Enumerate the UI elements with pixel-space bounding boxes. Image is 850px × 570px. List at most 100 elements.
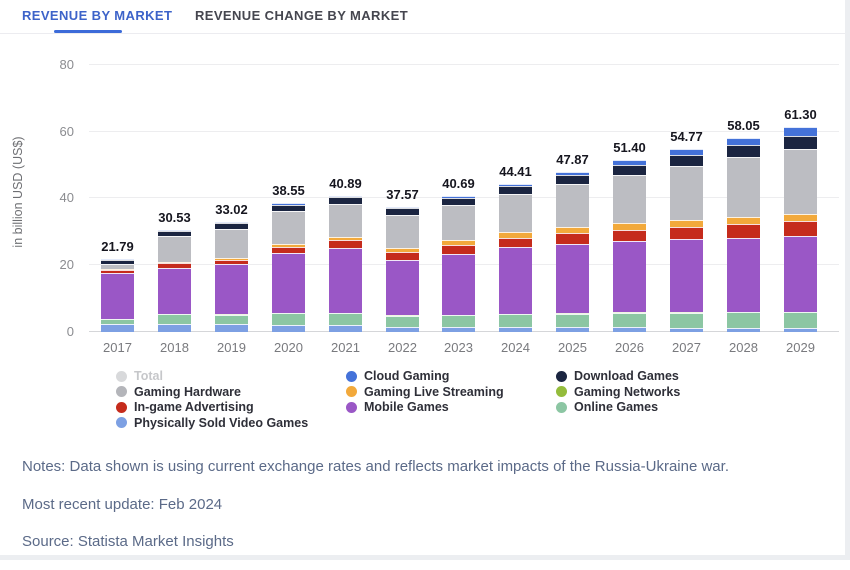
legend-item-cloud-gaming[interactable]: Cloud Gaming <box>346 369 556 384</box>
segment-2029-physically-sold-video-games[interactable] <box>784 328 817 332</box>
segment-2025-cloud-gaming[interactable] <box>556 172 589 175</box>
segment-2018-mobile-games[interactable] <box>158 268 191 314</box>
segment-2024-physically-sold-video-games[interactable] <box>499 327 532 332</box>
segment-2027-online-games[interactable] <box>670 313 703 328</box>
segment-2025-download-games[interactable] <box>556 175 589 184</box>
segment-2025-physically-sold-video-games[interactable] <box>556 327 589 332</box>
segment-2017-download-games[interactable] <box>101 260 134 264</box>
segment-2028-gaming-live-streaming[interactable] <box>727 217 760 224</box>
segment-2024-mobile-games[interactable] <box>499 247 532 314</box>
segment-2027-in-game-advertising[interactable] <box>670 227 703 239</box>
segment-2022-cloud-gaming[interactable] <box>386 207 419 208</box>
segment-2021-download-games[interactable] <box>329 197 362 204</box>
segment-2018-physically-sold-video-games[interactable] <box>158 324 191 332</box>
segment-2024-download-games[interactable] <box>499 186 532 194</box>
segment-2027-cloud-gaming[interactable] <box>670 149 703 155</box>
segment-2029-mobile-games[interactable] <box>784 236 817 312</box>
segment-2019-in-game-advertising[interactable] <box>215 260 248 264</box>
segment-2028-gaming-hardware[interactable] <box>727 157 760 217</box>
legend-item-mobile-games[interactable]: Mobile Games <box>346 400 556 415</box>
segment-2018-online-games[interactable] <box>158 314 191 324</box>
segment-2025-mobile-games[interactable] <box>556 244 589 313</box>
segment-2024-online-games[interactable] <box>499 314 532 327</box>
segment-2022-in-game-advertising[interactable] <box>386 252 419 260</box>
segment-2020-download-games[interactable] <box>272 205 305 211</box>
segment-2017-cloud-gaming[interactable] <box>101 259 134 260</box>
segment-2027-gaming-hardware[interactable] <box>670 166 703 220</box>
segment-2017-gaming-hardware[interactable] <box>101 264 134 269</box>
segment-2023-online-games[interactable] <box>442 315 475 327</box>
segment-2023-in-game-advertising[interactable] <box>442 245 475 254</box>
segment-2026-physically-sold-video-games[interactable] <box>613 327 646 332</box>
segment-2021-in-game-advertising[interactable] <box>329 240 362 248</box>
segment-2023-gaming-hardware[interactable] <box>442 205 475 240</box>
segment-2023-mobile-games[interactable] <box>442 254 475 315</box>
segment-2021-online-games[interactable] <box>329 313 362 325</box>
legend-item-total[interactable]: Total <box>116 369 346 384</box>
segment-2020-online-games[interactable] <box>272 313 305 325</box>
segment-2020-gaming-live-streaming[interactable] <box>272 244 305 247</box>
segment-2025-gaming-live-streaming[interactable] <box>556 227 589 233</box>
segment-2026-mobile-games[interactable] <box>613 241 646 312</box>
segment-2024-gaming-hardware[interactable] <box>499 194 532 232</box>
segment-2022-gaming-hardware[interactable] <box>386 215 419 248</box>
segment-2019-gaming-hardware[interactable] <box>215 229 248 258</box>
segment-2022-download-games[interactable] <box>386 208 419 215</box>
segment-2021-cloud-gaming[interactable] <box>329 196 362 197</box>
segment-2020-physically-sold-video-games[interactable] <box>272 325 305 332</box>
segment-2019-mobile-games[interactable] <box>215 264 248 314</box>
segment-2019-gaming-live-streaming[interactable] <box>215 258 248 260</box>
segment-2017-gaming-live-streaming[interactable] <box>101 269 134 270</box>
segment-2019-online-games[interactable] <box>215 315 248 324</box>
segment-2027-mobile-games[interactable] <box>670 239 703 312</box>
segment-2020-gaming-hardware[interactable] <box>272 211 305 244</box>
segment-2022-gaming-live-streaming[interactable] <box>386 248 419 252</box>
segment-2026-in-game-advertising[interactable] <box>613 230 646 241</box>
segment-2020-mobile-games[interactable] <box>272 253 305 313</box>
segment-2022-online-games[interactable] <box>386 316 419 327</box>
segment-2018-gaming-live-streaming[interactable] <box>158 262 191 263</box>
segment-2023-download-games[interactable] <box>442 198 475 205</box>
segment-2024-cloud-gaming[interactable] <box>499 184 532 186</box>
segment-2029-in-game-advertising[interactable] <box>784 221 817 236</box>
segment-2028-in-game-advertising[interactable] <box>727 224 760 238</box>
segment-2023-gaming-live-streaming[interactable] <box>442 240 475 245</box>
segment-2018-download-games[interactable] <box>158 231 191 236</box>
segment-2020-cloud-gaming[interactable] <box>272 203 305 205</box>
segment-2022-mobile-games[interactable] <box>386 260 419 315</box>
segment-2020-in-game-advertising[interactable] <box>272 247 305 253</box>
segment-2022-gaming-networks[interactable] <box>386 315 419 316</box>
segment-2024-gaming-live-streaming[interactable] <box>499 232 532 238</box>
segment-2026-cloud-gaming[interactable] <box>613 160 646 165</box>
segment-2029-cloud-gaming[interactable] <box>784 127 817 136</box>
legend-item-in-game-advertising[interactable]: In-game Advertising <box>116 400 346 415</box>
segment-2026-download-games[interactable] <box>613 165 646 175</box>
segment-2029-download-games[interactable] <box>784 136 817 149</box>
segment-2028-download-games[interactable] <box>727 145 760 157</box>
segment-2029-gaming-live-streaming[interactable] <box>784 214 817 221</box>
tab-revenue-by-market[interactable]: REVENUE BY MARKET <box>22 8 173 23</box>
segment-2023-cloud-gaming[interactable] <box>442 196 475 198</box>
segment-2019-download-games[interactable] <box>215 223 248 229</box>
segment-2021-physically-sold-video-games[interactable] <box>329 325 362 332</box>
tab-revenue-change-by-market[interactable]: REVENUE CHANGE BY MARKET <box>195 8 409 23</box>
segment-2019-physically-sold-video-games[interactable] <box>215 324 248 332</box>
segment-2021-gaming-hardware[interactable] <box>329 204 362 237</box>
segment-2026-online-games[interactable] <box>613 313 646 327</box>
segment-2018-in-game-advertising[interactable] <box>158 263 191 268</box>
segment-2027-physically-sold-video-games[interactable] <box>670 328 703 332</box>
segment-2024-in-game-advertising[interactable] <box>499 238 532 247</box>
segment-2018-gaming-hardware[interactable] <box>158 236 191 262</box>
segment-2025-online-games[interactable] <box>556 314 589 327</box>
segment-2017-mobile-games[interactable] <box>101 273 134 319</box>
segment-2017-physically-sold-video-games[interactable] <box>101 324 134 332</box>
segment-2017-in-game-advertising[interactable] <box>101 270 134 273</box>
legend-item-gaming-hardware[interactable]: Gaming Hardware <box>116 385 346 400</box>
segment-2021-gaming-live-streaming[interactable] <box>329 237 362 240</box>
legend-item-download-games[interactable]: Download Games <box>556 369 786 384</box>
segment-2027-gaming-live-streaming[interactable] <box>670 220 703 227</box>
segment-2021-mobile-games[interactable] <box>329 248 362 313</box>
legend-item-online-games[interactable]: Online Games <box>556 400 786 415</box>
segment-2026-gaming-hardware[interactable] <box>613 175 646 223</box>
segment-2019-gaming-networks[interactable] <box>215 314 248 315</box>
